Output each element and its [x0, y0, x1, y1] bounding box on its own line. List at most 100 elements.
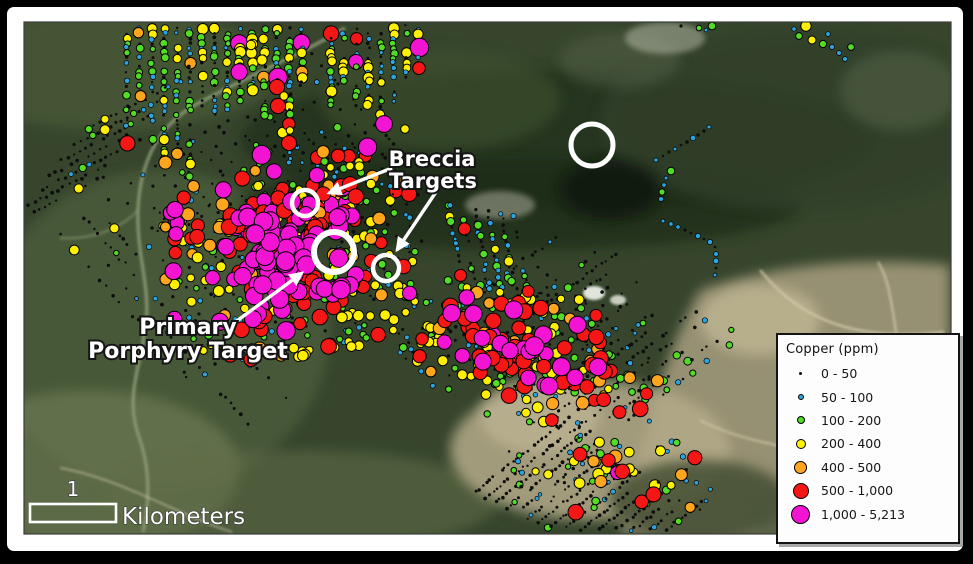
sample-dot [683, 228, 687, 232]
sample-dot [379, 63, 385, 69]
sample-dot [121, 236, 126, 241]
sample-dot [366, 56, 370, 60]
sample-dot [510, 466, 518, 474]
sample-dot [702, 129, 706, 133]
sample-dot [199, 324, 203, 328]
sample-dot [605, 317, 609, 321]
sample-dot [379, 50, 384, 55]
sample-dot [599, 408, 602, 412]
sample-dot [565, 525, 568, 528]
sample-dot [468, 261, 473, 265]
sample-dot [92, 161, 96, 165]
sample-dot [387, 183, 394, 190]
sample-dot [548, 430, 552, 434]
sample-dot [631, 355, 635, 359]
sample-dot [650, 313, 654, 318]
sample-dot [683, 356, 693, 366]
sample-dot [377, 259, 387, 269]
sample-dot [684, 513, 687, 517]
legend-label: 0 - 50 [821, 366, 858, 382]
sample-dot [712, 257, 720, 265]
sample-dot [649, 515, 653, 519]
sample-dot [628, 402, 632, 405]
sample-dot [623, 446, 635, 458]
sample-dot [351, 229, 356, 234]
sample-dot [590, 451, 593, 454]
sample-dot [571, 466, 575, 471]
sample-dot [165, 84, 171, 90]
sample-dot [293, 317, 307, 331]
sample-dot [366, 32, 370, 35]
sample-dot [346, 341, 357, 352]
sample-dot [232, 407, 236, 410]
sample-dot [209, 52, 219, 61]
sample-dot [437, 355, 449, 367]
legend-box: Copper (ppm) 0 - 50 50 - 100 100 - 200 200 … [776, 333, 960, 544]
sample-dot [632, 330, 638, 336]
sample-dot [519, 484, 524, 489]
sample-dot [182, 370, 186, 374]
sample-dot [605, 522, 608, 526]
sample-dot [627, 343, 632, 348]
sample-dot [715, 339, 719, 343]
sample-dot [273, 320, 277, 324]
sample-dot [408, 346, 414, 353]
sample-dot [390, 209, 399, 217]
sample-dot [556, 294, 566, 303]
sample-dot [273, 144, 277, 149]
sample-dot [336, 311, 348, 324]
sample-dot [160, 53, 170, 63]
sample-dot [712, 272, 718, 278]
sample-dot [477, 488, 481, 492]
sample-dot [582, 471, 586, 475]
target-circle [568, 121, 616, 169]
sample-dot [504, 242, 511, 249]
sample-dot [363, 131, 368, 135]
sample-dot [375, 115, 393, 133]
sample-dot [378, 76, 382, 79]
sample-dot [547, 302, 560, 315]
sample-dot [494, 499, 499, 504]
sample-dot [187, 79, 193, 85]
sample-dot [597, 526, 602, 531]
sample-dot [74, 170, 78, 174]
sample-dot [204, 330, 214, 340]
sample-dot [443, 276, 453, 285]
sample-dot [631, 515, 635, 519]
sample-dot [453, 338, 457, 342]
annotation-porphyry-line2: Porphyry Target [88, 339, 288, 364]
sample-dot [640, 387, 654, 401]
sample-dot [584, 432, 588, 437]
sample-dot [574, 438, 578, 442]
sample-dot [402, 154, 405, 157]
sample-dot [659, 519, 663, 523]
sample-dot [169, 335, 173, 339]
sample-dot [675, 224, 681, 230]
sample-dot [203, 238, 217, 252]
sample-dot [645, 486, 662, 503]
sample-dot [109, 125, 113, 129]
sample-dot [48, 202, 51, 206]
sample-dot [179, 169, 186, 176]
sample-dot [289, 60, 292, 63]
sample-dot [33, 200, 38, 204]
sample-dot [166, 310, 183, 327]
sample-dot [185, 172, 194, 181]
sample-dot [521, 452, 525, 455]
sample-dot [284, 396, 288, 399]
sample-dot [221, 92, 230, 101]
sample-dot [264, 99, 267, 103]
sample-dot [103, 163, 107, 168]
sample-dot [171, 147, 184, 161]
sample-dot [401, 327, 405, 331]
sample-dot [587, 319, 596, 328]
sample-dot [590, 269, 594, 273]
annotation-breccia-line2: Targets [389, 169, 477, 193]
sample-dot [393, 169, 397, 172]
sample-dot [618, 304, 623, 309]
sample-dot [473, 352, 492, 371]
sample-dot [540, 437, 543, 441]
legend-symbol-cell [787, 394, 814, 401]
sample-dot [536, 440, 540, 444]
